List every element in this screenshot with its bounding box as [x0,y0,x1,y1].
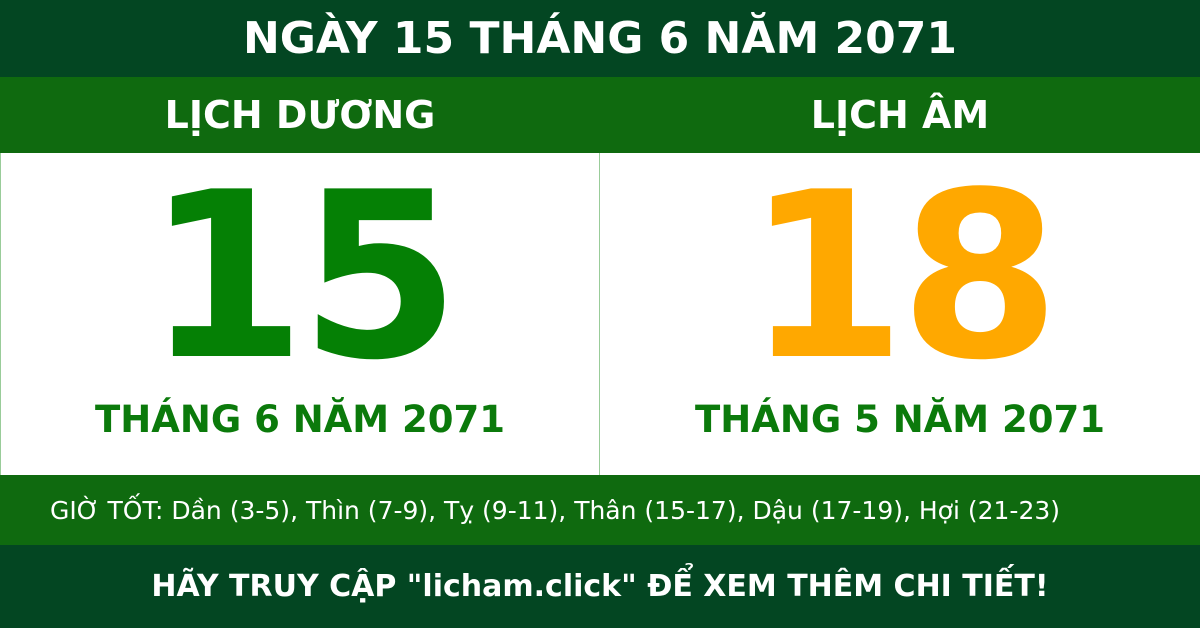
solar-day: 15 [145,144,460,411]
page-title: NGÀY 15 THÁNG 6 NĂM 2071 [0,0,1200,77]
calendar-headers: LỊCH DƯƠNG LỊCH ÂM [0,77,1200,153]
lunar-month-year: THÁNG 5 NĂM 2071 [695,398,1105,441]
lunar-day: 18 [745,144,1060,411]
solar-column: 15 THÁNG 6 NĂM 2071 [0,153,600,475]
lunar-heading: LỊCH ÂM [810,93,990,137]
lunar-column: 18 THÁNG 5 NĂM 2071 [600,153,1200,475]
footer-cta: HÃY TRUY CẬP "licham.click" ĐỂ XEM THÊM … [0,545,1200,628]
solar-heading: LỊCH DƯƠNG [164,93,436,137]
solar-month-year: THÁNG 6 NĂM 2071 [95,398,505,441]
good-hours: GIỜ TỐT: Dần (3-5), Thìn (7-9), Tỵ (9-11… [0,475,1200,545]
